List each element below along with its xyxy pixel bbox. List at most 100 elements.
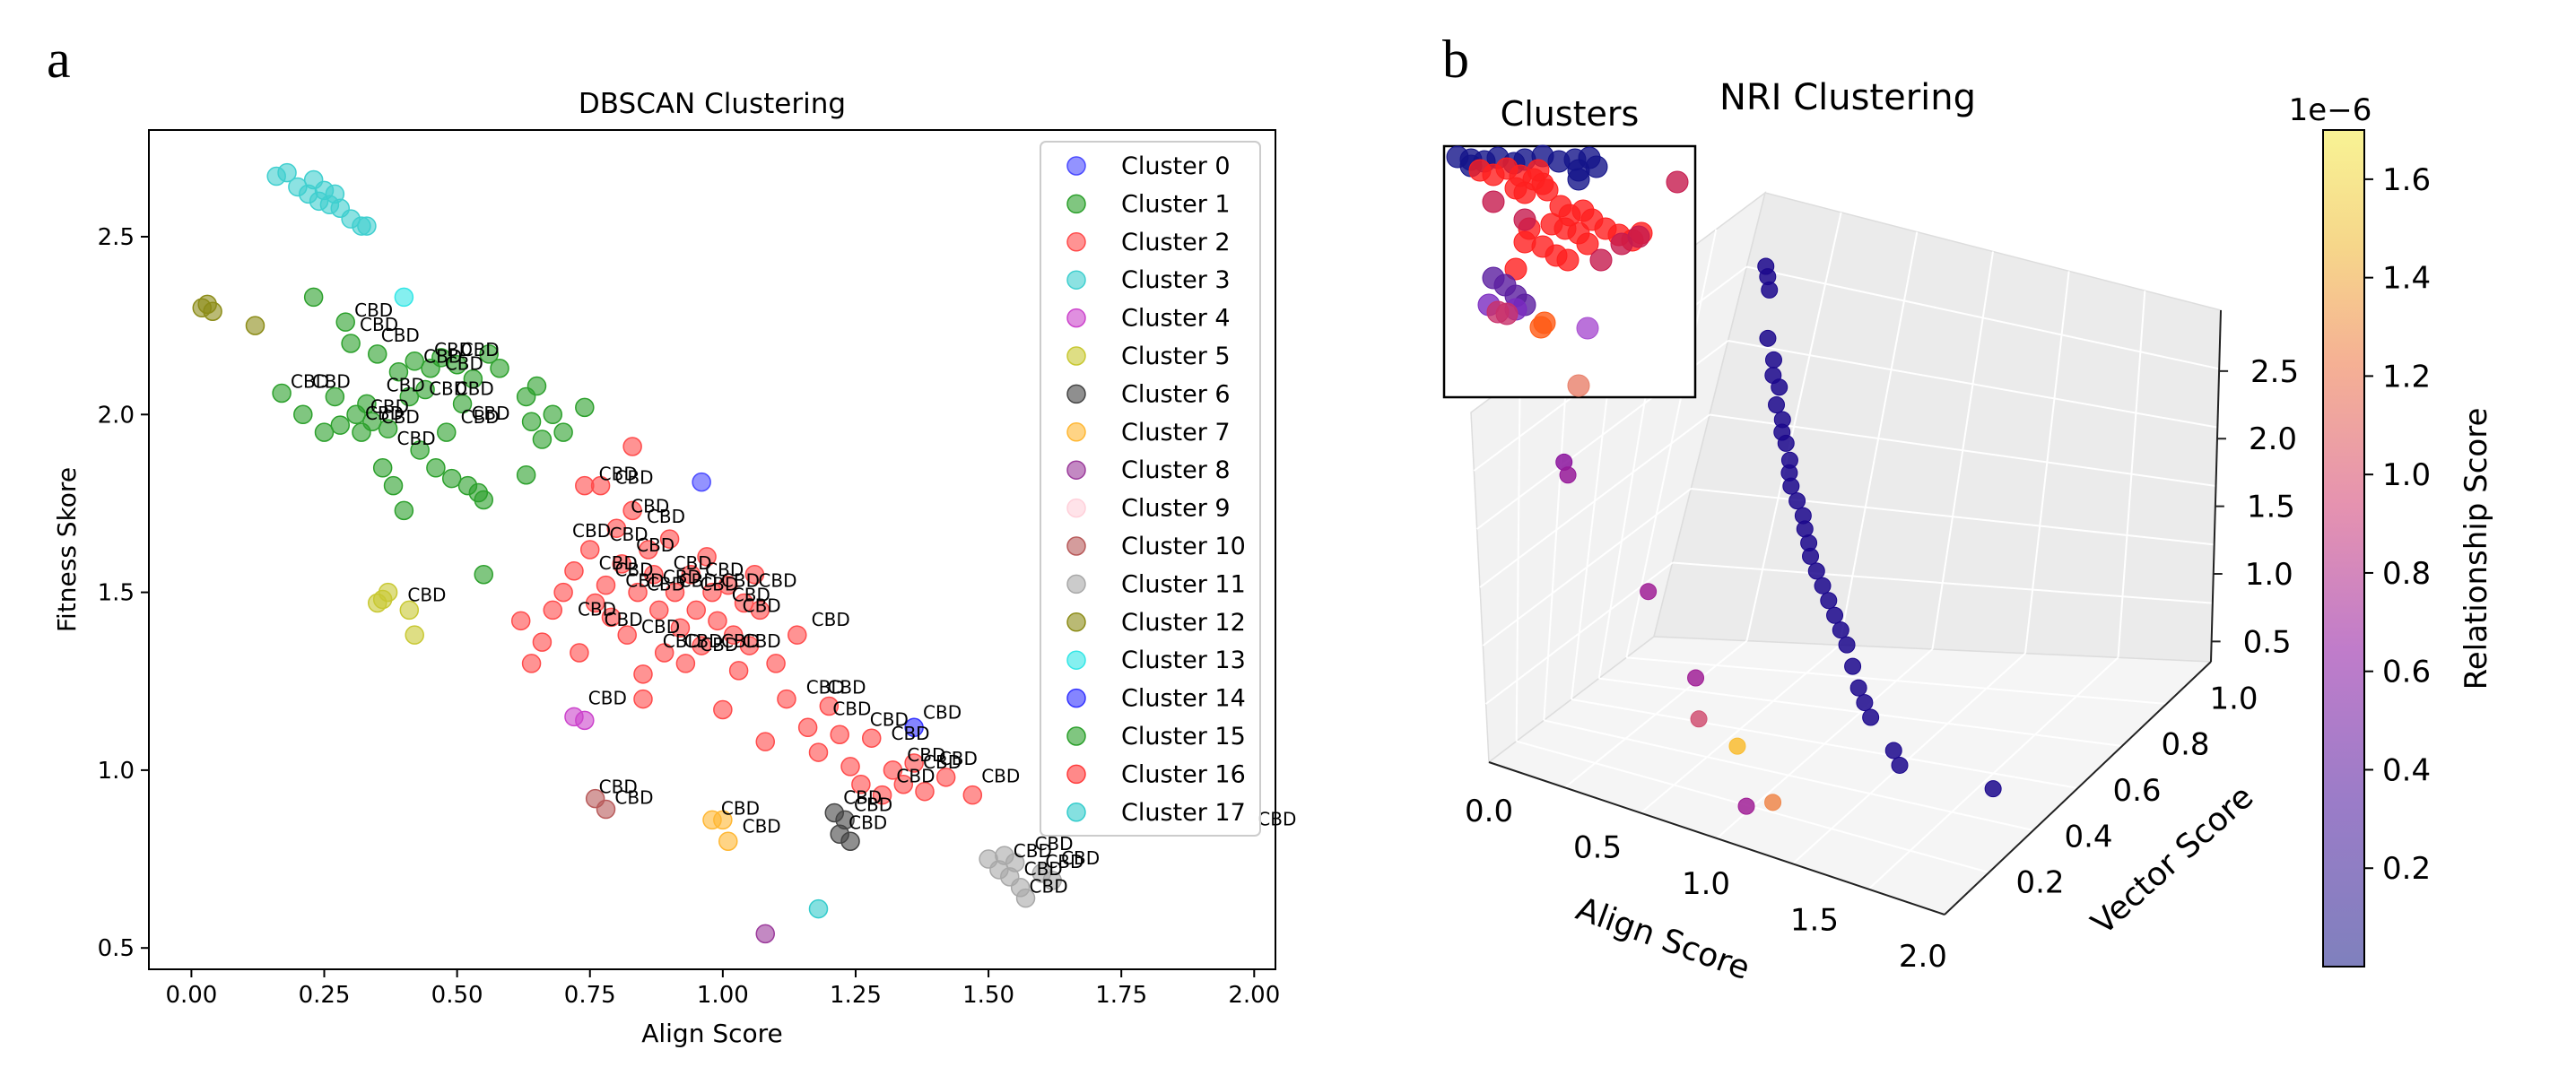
point-cluster-8-0 bbox=[755, 924, 775, 944]
point-label-12: CBD bbox=[445, 353, 483, 375]
panel-a-title: DBSCAN Clustering bbox=[579, 88, 846, 120]
point-label-70: CBD bbox=[721, 797, 760, 819]
legend-marker-14 bbox=[1066, 688, 1086, 708]
inset-point-57 bbox=[1567, 374, 1590, 397]
point-cluster-1-42 bbox=[516, 464, 536, 485]
point-label-22: CBD bbox=[572, 520, 611, 542]
panel-b-title: NRI Clustering bbox=[1719, 77, 1976, 118]
point-3d-28 bbox=[1862, 708, 1880, 726]
point-label-60: CBD bbox=[849, 811, 887, 833]
point-label-20: CBD bbox=[631, 495, 669, 516]
point-cluster-2-16 bbox=[622, 500, 642, 521]
point-label-67: CBD bbox=[1034, 833, 1073, 855]
point-label-68: CBD bbox=[599, 777, 638, 798]
point-label-42: CBD bbox=[674, 552, 712, 574]
point-3d-13 bbox=[1782, 477, 1800, 495]
point-cluster-1-4 bbox=[325, 386, 345, 407]
point-cluster-1-27 bbox=[447, 355, 467, 375]
b-z-tick-3: 2.0 bbox=[2249, 421, 2297, 457]
point-cluster-1-12 bbox=[368, 344, 387, 364]
colorbar-label: Relationship Score bbox=[2459, 408, 2494, 690]
inset-point-13 bbox=[1567, 168, 1590, 191]
point-label-66: CBD bbox=[1061, 847, 1100, 869]
point-label-21: CBD bbox=[647, 506, 685, 527]
point-cluster-6-2 bbox=[835, 810, 855, 830]
b-z-tick-1: 1.0 bbox=[2245, 557, 2293, 593]
point-cluster-2-22 bbox=[654, 643, 674, 663]
point-label-13: CBD bbox=[461, 339, 500, 360]
point-cluster-1-2 bbox=[303, 287, 324, 308]
point-label-45: CBD bbox=[743, 594, 781, 616]
point-3d-29 bbox=[1884, 742, 1902, 759]
point-label-15: CBD bbox=[456, 377, 494, 399]
point-cluster-1-23 bbox=[426, 458, 446, 478]
point-3d-6 bbox=[1771, 378, 1788, 396]
legend-label-1: Cluster 1 bbox=[1121, 190, 1231, 218]
point-label-14: CBD bbox=[429, 377, 467, 399]
point-3d-14 bbox=[1788, 492, 1806, 510]
legend-marker-10 bbox=[1066, 536, 1086, 556]
point-cluster-2-43 bbox=[777, 689, 796, 709]
point-label-56: CBD bbox=[981, 766, 1020, 787]
point-label-46: CBD bbox=[812, 609, 850, 630]
point-label-73: CBD bbox=[1258, 808, 1296, 829]
point-cluster-2-48 bbox=[830, 725, 849, 744]
point-3d-34 bbox=[1640, 583, 1658, 601]
point-label-50: CBD bbox=[832, 698, 871, 719]
point-cluster-2-17 bbox=[628, 582, 648, 603]
inset-point-12 bbox=[1585, 155, 1608, 178]
point-cluster-2-55 bbox=[904, 753, 924, 773]
b-z-tick-4: 2.5 bbox=[2250, 354, 2299, 390]
point-cluster-2-15 bbox=[617, 625, 637, 645]
point-label-9: CBD bbox=[397, 428, 436, 449]
legend-marker-9 bbox=[1066, 498, 1086, 518]
point-3d-23 bbox=[1832, 621, 1849, 639]
panel-b-points bbox=[1555, 257, 2002, 815]
legend-label-16: Cluster 16 bbox=[1121, 760, 1246, 788]
point-cluster-2-21 bbox=[649, 600, 669, 620]
point-cluster-1-40 bbox=[553, 422, 573, 442]
point-label-58: CBD bbox=[923, 701, 962, 723]
legend-marker-15 bbox=[1066, 726, 1086, 746]
point-cluster-2-40 bbox=[750, 600, 770, 620]
b-x-tick-4: 2.0 bbox=[1899, 939, 1947, 975]
point-label-30: CBD bbox=[679, 570, 718, 592]
panel-b: b NRI Clustering 0.00.51.01.52.00.20.40.… bbox=[1442, 30, 2494, 987]
inset-point-22 bbox=[1527, 159, 1550, 182]
point-3d-21 bbox=[1820, 592, 1838, 610]
b-x-tick-3: 1.5 bbox=[1790, 902, 1839, 938]
point-label-35: CBD bbox=[641, 616, 680, 638]
panel-b-x-label: Align Score bbox=[1571, 890, 1754, 987]
panel-a-y-axis: 0.5 1.0 1.5 2.0 2.5 bbox=[98, 224, 149, 962]
legend-marker-17 bbox=[1066, 803, 1086, 822]
cb-tick-7: 1.6 bbox=[2382, 162, 2431, 198]
cb-tick-4: 1.0 bbox=[2382, 457, 2431, 493]
point-cluster-2-35 bbox=[723, 625, 744, 645]
point-cluster-2-10 bbox=[590, 475, 611, 496]
point-cluster-1-11 bbox=[362, 412, 382, 431]
point-label-7: CBD bbox=[365, 403, 404, 424]
point-label-3: CBD bbox=[360, 314, 398, 335]
point-label-39: CBD bbox=[721, 630, 760, 652]
point-label-51: CBD bbox=[870, 708, 909, 730]
point-cluster-2-26 bbox=[675, 654, 696, 673]
point-label-40: CBD bbox=[743, 630, 781, 652]
point-cluster-1-1 bbox=[293, 404, 313, 425]
inset-point-44 bbox=[1589, 248, 1613, 272]
back-grid-h-5 bbox=[1746, 265, 2220, 370]
point-cluster-2-4 bbox=[553, 582, 573, 603]
point-cluster-1-34 bbox=[490, 358, 509, 378]
point-label-31: CBD bbox=[700, 574, 738, 595]
point-cluster-10-1 bbox=[596, 799, 616, 820]
point-cluster-0-0 bbox=[692, 472, 711, 492]
point-cluster-1-36 bbox=[521, 412, 542, 431]
x-tick-label-1: 0.25 bbox=[299, 982, 351, 1009]
panel-a-x-axis: 0.00 0.25 0.50 0.75 1.00 1.25 1.50 1.75 2.00 bbox=[165, 969, 1280, 1009]
point-cluster-2-12 bbox=[601, 607, 622, 628]
point-cluster-2-45 bbox=[797, 717, 818, 738]
point-cluster-2-13 bbox=[606, 518, 627, 538]
point-label-52: CBD bbox=[892, 723, 930, 744]
x-tick-label-0: 0.00 bbox=[165, 982, 217, 1009]
b-x-tick-0: 0.0 bbox=[1465, 794, 1513, 829]
